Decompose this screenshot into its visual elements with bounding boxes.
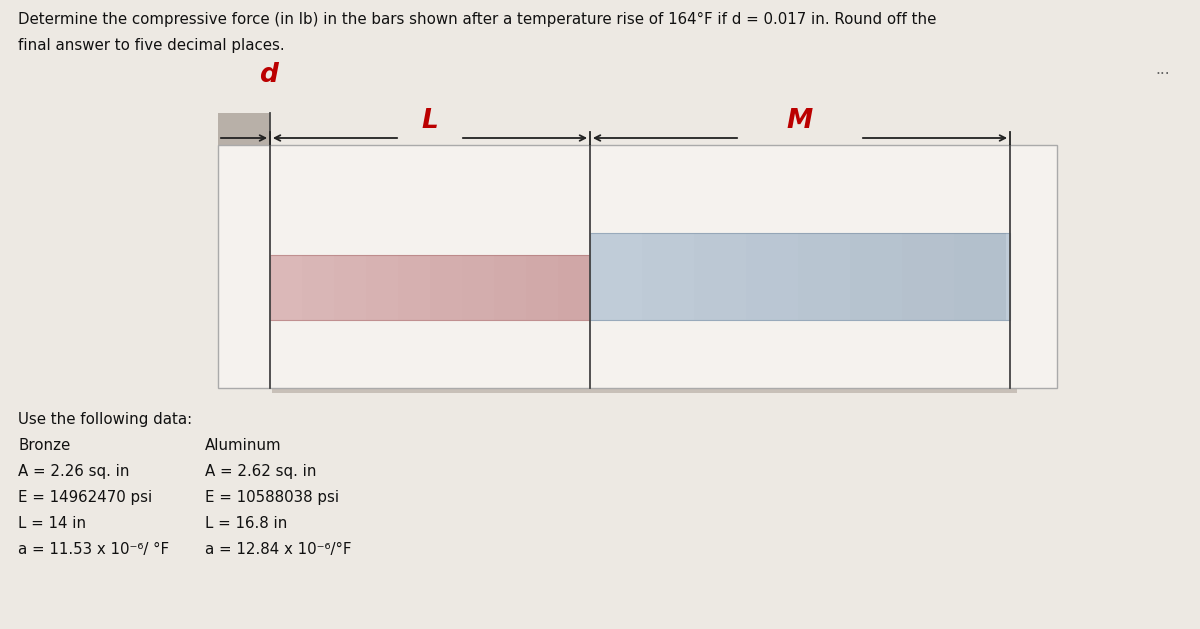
Text: d: d <box>258 62 277 88</box>
Bar <box>430 255 462 320</box>
Bar <box>902 233 954 320</box>
Bar <box>798 233 850 320</box>
Bar <box>494 255 526 320</box>
Bar <box>642 233 694 320</box>
Text: a = 11.53 x 10⁻⁶/ °F: a = 11.53 x 10⁻⁶/ °F <box>18 542 169 557</box>
Text: A = 2.62 sq. in: A = 2.62 sq. in <box>205 464 317 479</box>
Bar <box>302 255 334 320</box>
Bar <box>334 255 366 320</box>
Text: final answer to five decimal places.: final answer to five decimal places. <box>18 38 284 53</box>
Text: A = 2.26 sq. in: A = 2.26 sq. in <box>18 464 130 479</box>
Bar <box>590 233 642 320</box>
Bar <box>558 255 590 320</box>
Text: ...: ... <box>1154 62 1170 77</box>
Bar <box>218 113 270 388</box>
Bar <box>218 145 1057 388</box>
Bar <box>746 233 798 320</box>
Text: E = 14962470 psi: E = 14962470 psi <box>18 490 152 505</box>
Bar <box>526 255 558 320</box>
Bar <box>270 255 302 320</box>
Bar <box>1010 145 1057 385</box>
Text: L = 14 in: L = 14 in <box>18 516 86 531</box>
Bar <box>270 255 590 320</box>
Bar <box>366 255 398 320</box>
Text: Use the following data:: Use the following data: <box>18 412 192 427</box>
Bar <box>954 233 1006 320</box>
Text: L: L <box>421 108 438 134</box>
Bar <box>462 255 494 320</box>
Bar <box>590 233 1010 320</box>
Text: M: M <box>787 108 814 134</box>
Bar <box>272 148 1018 393</box>
Bar <box>694 233 746 320</box>
Text: a = 12.84 x 10⁻⁶/°F: a = 12.84 x 10⁻⁶/°F <box>205 542 352 557</box>
Bar <box>398 255 430 320</box>
Text: Aluminum: Aluminum <box>205 438 282 453</box>
Bar <box>850 233 902 320</box>
Text: L = 16.8 in: L = 16.8 in <box>205 516 287 531</box>
Text: E = 10588038 psi: E = 10588038 psi <box>205 490 340 505</box>
Text: Determine the compressive force (in lb) in the bars shown after a temperature ri: Determine the compressive force (in lb) … <box>18 12 936 27</box>
Text: Bronze: Bronze <box>18 438 71 453</box>
